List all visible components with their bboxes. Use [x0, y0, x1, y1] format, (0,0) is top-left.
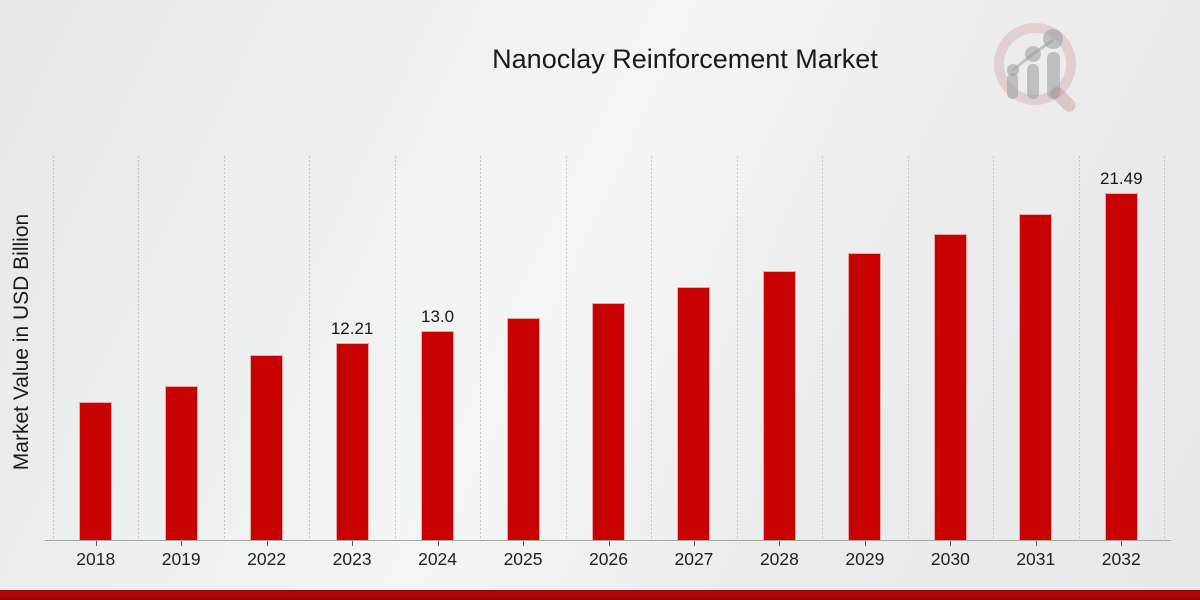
y-axis-label: Market Value in USD Billion [10, 213, 33, 471]
bar-2024 [421, 331, 454, 541]
bar-2027 [677, 287, 710, 541]
x-axis-label-2019: 2019 [161, 549, 201, 569]
x-axis-tick [1036, 541, 1037, 546]
x-axis-tick [352, 541, 353, 546]
vertical-gridline [566, 156, 567, 541]
x-axis-label-2032: 2032 [1101, 549, 1141, 569]
vertical-gridline [651, 156, 652, 541]
x-axis-tick [950, 541, 951, 546]
x-axis-tick [181, 541, 182, 546]
x-axis-label-2030: 2030 [930, 549, 970, 569]
x-axis-tick [609, 541, 610, 546]
vertical-gridline [908, 156, 909, 541]
bar-2031 [1019, 214, 1052, 541]
bottom-ribbon [0, 590, 1200, 600]
vertical-gridline [395, 156, 396, 541]
vertical-gridline [138, 156, 139, 541]
x-axis-label-2031: 2031 [1016, 549, 1056, 569]
x-axis-tick [438, 541, 439, 546]
bar-2023 [336, 343, 369, 541]
bar-2029 [848, 253, 881, 541]
bar-2025 [507, 318, 540, 541]
vertical-gridline [53, 156, 54, 541]
vertical-gridline [737, 156, 738, 541]
magnifier-bar-chart-logo-icon [994, 23, 1076, 112]
vertical-gridline [1079, 156, 1080, 541]
chart-title: Nanoclay Reinforcement Market [492, 44, 878, 74]
x-axis-label-2029: 2029 [845, 549, 885, 569]
vertical-gridline [224, 156, 225, 541]
vertical-gridline [822, 156, 823, 541]
bar-2028 [763, 271, 796, 541]
x-axis-tick [96, 541, 97, 546]
bar-value-label: 21.49 [1099, 169, 1143, 188]
x-axis-tick [694, 541, 695, 546]
bar-2030 [934, 234, 967, 541]
x-axis-label-2025: 2025 [503, 549, 543, 569]
bar-2018 [79, 402, 112, 541]
bar-2019 [165, 386, 198, 541]
vertical-gridline [993, 156, 994, 541]
x-axis-tick [523, 541, 524, 546]
x-axis-tick [1121, 541, 1122, 546]
x-axis-label-2027: 2027 [674, 549, 714, 569]
bar-2026 [592, 303, 625, 541]
bar-value-label: 13.0 [421, 307, 455, 326]
plot-area: 12.21 13.0 21.49 [53, 156, 1165, 541]
x-axis-tick [267, 541, 268, 546]
x-axis-label-2024: 2024 [418, 549, 458, 569]
bar-2032 [1105, 193, 1138, 541]
x-axis-label-2026: 2026 [589, 549, 628, 569]
vertical-gridline [480, 156, 481, 541]
x-axis-tick [865, 541, 866, 546]
vertical-gridline [309, 156, 310, 541]
bar-2022 [250, 355, 283, 541]
x-axis-line [45, 540, 1171, 541]
x-axis-label-2023: 2023 [332, 549, 372, 569]
x-axis-label-2028: 2028 [759, 549, 799, 569]
x-axis-tick [779, 541, 780, 546]
vertical-gridline [1164, 156, 1165, 541]
bar-value-label: 12.21 [330, 319, 374, 338]
x-axis-label-2018: 2018 [76, 549, 116, 569]
x-axis-label-2022: 2022 [247, 549, 287, 569]
